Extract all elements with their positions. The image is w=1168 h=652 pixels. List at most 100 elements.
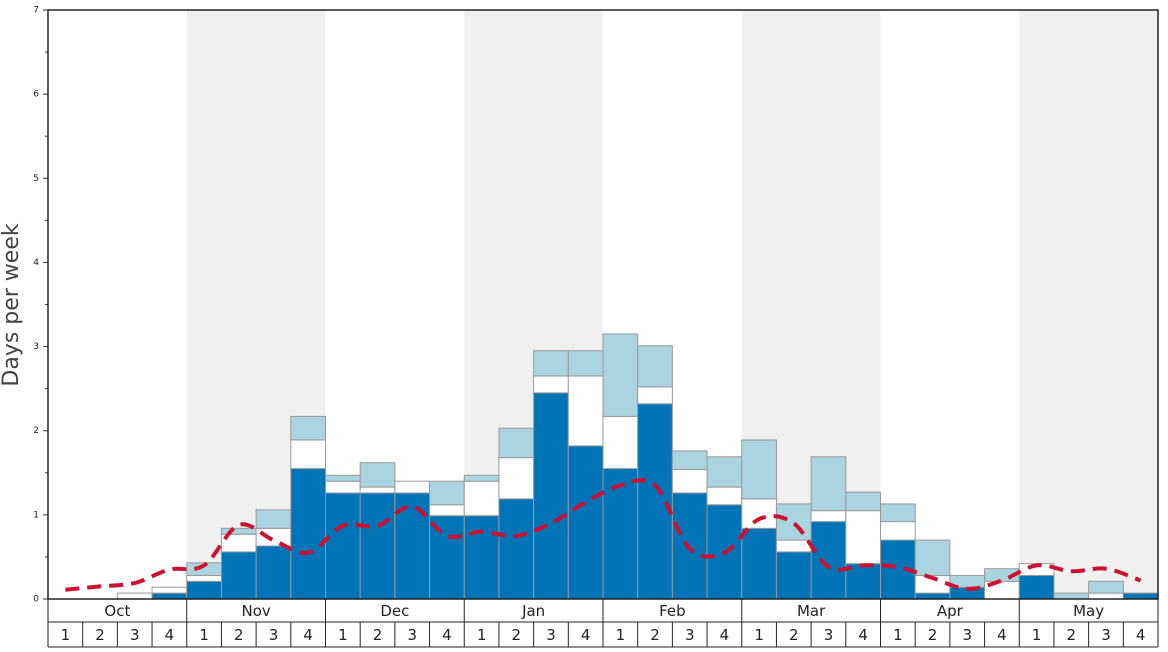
y-tick-label: 3: [33, 342, 39, 352]
bar-segment: [325, 480, 361, 494]
bar-segment: [637, 403, 673, 600]
bar-segment: [151, 592, 188, 600]
x-tick-label: 4: [997, 626, 1007, 644]
month-label: May: [1073, 602, 1104, 620]
x-tick-label: 2: [789, 626, 799, 644]
bar-segment: [186, 574, 222, 582]
trend-line: [65, 478, 1142, 592]
bar-segment: [810, 521, 847, 600]
x-tick-label: 1: [477, 626, 487, 644]
x-tick-label: 2: [650, 626, 660, 644]
bar-segment: [290, 468, 326, 600]
bar-segment: [255, 509, 292, 529]
x-tick-label: 1: [199, 626, 209, 644]
x-tick-label: 3: [962, 626, 972, 644]
x-tick-label: 1: [1032, 626, 1042, 644]
x-tick-label: 1: [893, 626, 903, 644]
bar-segment: [429, 504, 465, 517]
bar-segment: [741, 527, 777, 600]
bar-segment: [186, 580, 222, 600]
x-tick-label: 3: [269, 626, 279, 644]
bar-segment: [1088, 580, 1124, 594]
bar-segment: [463, 515, 500, 600]
bar-segment: [220, 551, 257, 600]
bar-segment: [602, 333, 639, 417]
bar-segment: [359, 492, 396, 600]
month-band: [880, 10, 1020, 599]
bar-segment: [845, 491, 881, 512]
x-tick-label: 3: [130, 626, 140, 644]
bar-segment: [151, 586, 188, 594]
bar-segment: [567, 375, 604, 447]
bar-segment: [775, 551, 812, 600]
x-tick-label: 3: [685, 626, 695, 644]
month-label: Mar: [797, 602, 826, 620]
bar-segment: [775, 503, 812, 541]
bar-segment: [775, 539, 812, 553]
x-tick-label: 4: [165, 626, 175, 644]
bar-segment: [1088, 592, 1124, 600]
month-label: Dec: [380, 602, 409, 620]
bar-segment: [567, 445, 604, 600]
x-tick-label: 3: [1101, 626, 1111, 644]
x-tick-label: 2: [95, 626, 105, 644]
y-tick-label: 4: [33, 258, 39, 268]
bar-segment: [741, 498, 777, 529]
bar-segment: [880, 503, 916, 523]
x-tick-label: 2: [512, 626, 522, 644]
bar-segment: [1122, 592, 1159, 600]
bar-segment: [602, 468, 639, 600]
bar-segment: [810, 510, 847, 523]
x-tick-label: 1: [754, 626, 764, 644]
month-band: [1019, 10, 1158, 599]
month-label: Nov: [241, 602, 270, 620]
bar-segment: [290, 415, 326, 441]
y-tick-label: 5: [33, 174, 39, 184]
x-tick-label: 4: [442, 626, 452, 644]
bar-segment: [671, 450, 708, 470]
bar-segment: [845, 563, 881, 600]
x-tick-label: 2: [928, 626, 938, 644]
x-tick-label: 3: [407, 626, 417, 644]
bar-segment: [671, 468, 708, 494]
bar-segment: [567, 350, 604, 377]
x-tick-label: 1: [338, 626, 348, 644]
bar-segment: [602, 415, 639, 470]
x-tick-label: 3: [546, 626, 556, 644]
bar-segment: [463, 474, 500, 482]
month-label: Oct: [104, 602, 130, 620]
bar-segment: [706, 486, 743, 506]
x-tick-label: 4: [720, 626, 730, 644]
y-tick-label: 1: [33, 510, 39, 520]
month-label: Jan: [521, 602, 545, 620]
bar-segment: [741, 439, 777, 500]
x-tick-label: 2: [1067, 626, 1077, 644]
y-tick-label: 6: [33, 90, 39, 100]
bar-segment: [255, 527, 292, 547]
y-tick-label: 7: [33, 6, 39, 16]
bar-segment: [394, 480, 431, 494]
bar-segment: [706, 456, 743, 488]
bar-segment: [498, 498, 535, 600]
bar-segment: [498, 457, 535, 500]
bar-segment: [914, 539, 951, 576]
bar-segment: [880, 521, 916, 541]
x-tick-label: 2: [234, 626, 244, 644]
bar-segment: [498, 427, 535, 459]
x-tick-label: 4: [858, 626, 868, 644]
bar-segment: [463, 480, 500, 517]
bar-segment: [914, 592, 951, 600]
x-tick-label: 2: [373, 626, 383, 644]
bar-segment: [845, 510, 881, 565]
x-tick-label: 4: [303, 626, 313, 644]
bar-segment: [429, 480, 465, 506]
bar-segment: [359, 486, 396, 494]
x-tick-label: 4: [1136, 626, 1146, 644]
bar-segment: [533, 350, 569, 377]
bar-segment: [1018, 574, 1055, 600]
bar-segment: [359, 462, 396, 488]
bar-segment: [810, 456, 847, 512]
y-axis-label: Days per week: [0, 223, 24, 386]
month-label: Apr: [937, 602, 964, 620]
